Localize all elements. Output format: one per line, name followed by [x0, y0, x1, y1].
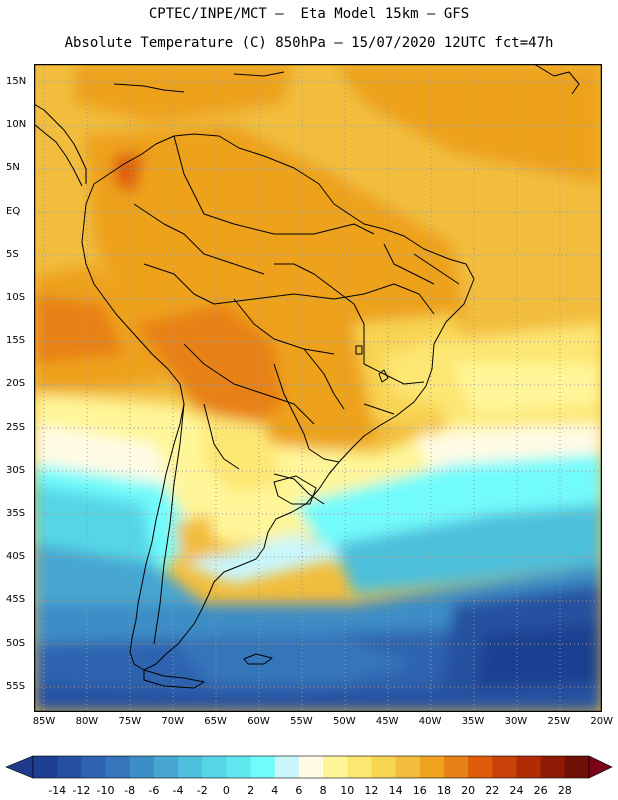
- latitude-label: 50S: [6, 637, 26, 649]
- longitude-label: 55W: [290, 716, 313, 727]
- longitude-label: 50W: [332, 716, 356, 727]
- colorbar-swatch: [105, 756, 131, 778]
- colorbar-swatch: [226, 756, 252, 778]
- latitude-label: EQ: [6, 205, 21, 217]
- colorbar-label: 6: [295, 784, 302, 797]
- colorbar-swatch: [202, 756, 227, 778]
- colorbar: -14 -12 -10 -8 -6 -4 -2 0 2 4 6 8 10 12 14 16 18 20 22 24 26…: [5, 755, 613, 797]
- colorbar-label: 8: [320, 784, 327, 797]
- colorbar-label: 20: [461, 784, 475, 797]
- colorbar-label: -2: [197, 784, 208, 797]
- colorbar-swatch: [178, 756, 203, 778]
- colorbar-label: -6: [148, 784, 159, 797]
- colorbar-swatch: [516, 756, 542, 778]
- colorbar-label: -8: [124, 784, 135, 797]
- colorbar-swatch: [564, 756, 590, 778]
- colorbar-label: 12: [364, 784, 378, 797]
- colorbar-label: 0: [223, 784, 230, 797]
- latitude-label: 55S: [6, 680, 26, 692]
- longitude-label: 35W: [461, 716, 485, 727]
- longitude-label: 45W: [375, 716, 399, 727]
- colorbar-swatch: [298, 756, 324, 778]
- latitude-label: 10N: [6, 119, 27, 131]
- colorbar-label: 26: [534, 784, 548, 797]
- colorbar-swatch: [540, 756, 566, 778]
- colorbar-label: 4: [271, 784, 278, 797]
- colorbar-high-arrow: [588, 755, 613, 779]
- colorbar-label: 14: [389, 784, 403, 797]
- latitude-label: 20S: [6, 378, 26, 390]
- map-frame-border: [34, 64, 602, 712]
- colorbar-swatch: [153, 756, 179, 778]
- colorbar-label: 28: [558, 784, 572, 797]
- grid-lines: [34, 64, 602, 712]
- longitude-label: 40W: [418, 716, 442, 727]
- longitude-label: 25W: [547, 716, 571, 727]
- latitude-label: 35S: [6, 508, 26, 519]
- colorbar-label: -4: [173, 784, 184, 797]
- colorbar-swatch: [129, 756, 155, 778]
- title-line-2: Absolute Temperature (C) 850hPa – 15/07/…: [64, 35, 554, 51]
- temperature-field: [34, 64, 602, 712]
- latitude-label: 5N: [6, 162, 20, 174]
- colorbar-swatch: [347, 756, 372, 778]
- latitude-label: 30S: [6, 464, 26, 476]
- colorbar-swatch: [274, 756, 300, 778]
- longitude-label: 80W: [75, 716, 99, 727]
- longitude-label: 60W: [247, 716, 270, 727]
- title-line-1: CPTEC/INPE/MCT – Eta Model 15km – GFS: [148, 6, 470, 22]
- longitude-label: 30W: [504, 716, 528, 727]
- longitude-label: 20W: [590, 716, 613, 727]
- colorbar-low-arrow: [5, 755, 34, 779]
- longitude-label: 70W: [161, 716, 184, 727]
- colorbar-label: 18: [437, 784, 451, 797]
- latitude-label: 5S: [6, 248, 19, 260]
- colorbar-swatch: [492, 756, 517, 778]
- colorbar-label: -10: [97, 784, 115, 797]
- colorbar-swatch: [468, 756, 493, 778]
- colorbar-label: 2: [247, 784, 254, 797]
- latitude-label: 15S: [6, 335, 26, 347]
- longitude-label: 65W: [204, 716, 227, 727]
- colorbar-swatch: [371, 756, 397, 778]
- longitude-label: 85W: [32, 716, 56, 727]
- colorbar-swatch: [81, 756, 107, 778]
- colorbar-border: [32, 755, 590, 779]
- colorbar-swatch: [323, 756, 348, 778]
- longitude-label: 75W: [118, 716, 142, 727]
- latitude-label: 25S: [6, 421, 26, 433]
- latitude-label: 45S: [6, 594, 26, 606]
- colorbar-label: 22: [485, 784, 499, 797]
- colorbar-swatch: [33, 756, 58, 778]
- colorbar-swatch: [419, 756, 445, 778]
- temperature-map: [34, 64, 602, 712]
- colorbar-swatch: [250, 756, 276, 778]
- colorbar-swatch: [57, 756, 82, 778]
- latitude-label: 10S: [6, 292, 26, 303]
- colorbar-label: 24: [509, 784, 523, 797]
- latitude-label: 15N: [6, 76, 27, 87]
- colorbar-swatch: [443, 756, 469, 778]
- colorbar-label: 10: [340, 784, 354, 797]
- colorbar-label: 16: [413, 784, 427, 797]
- colorbar-swatch: [395, 756, 421, 778]
- colorbar-label: -12: [72, 784, 90, 797]
- coastlines: [34, 64, 580, 689]
- colorbar-label: -14: [48, 784, 66, 797]
- latitude-label: 40S: [6, 551, 26, 563]
